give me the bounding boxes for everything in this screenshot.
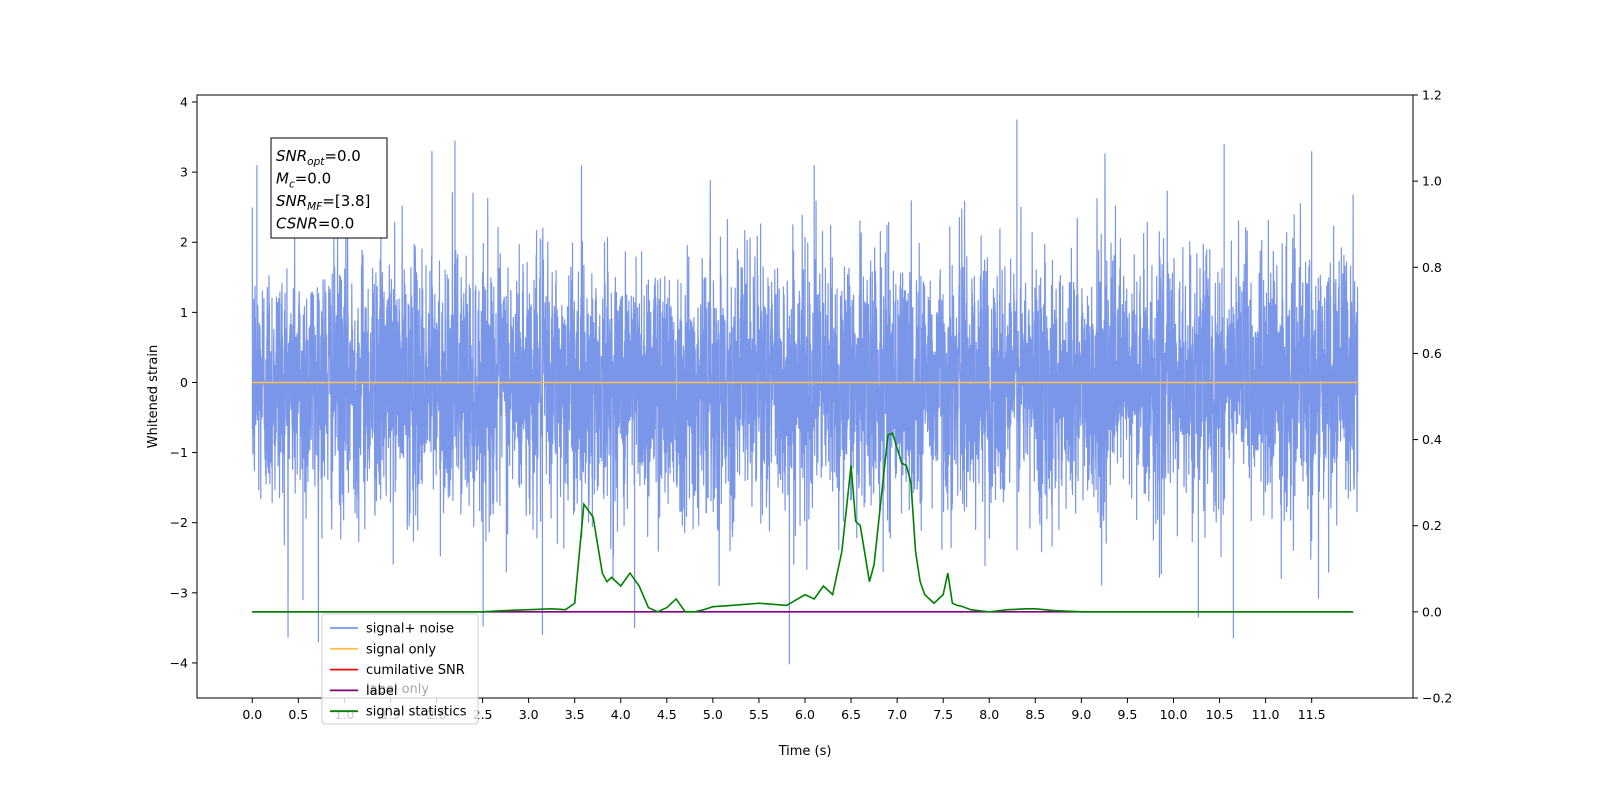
- legend-frame: [321, 613, 479, 725]
- x-tick-label: 7.0: [887, 707, 907, 722]
- plot-area: [251, 119, 1359, 665]
- y-tick-label: 1: [180, 305, 188, 320]
- y2-tick-label: 0.6: [1422, 346, 1442, 361]
- y2-tick-label: 0.0: [1422, 604, 1442, 619]
- y2-tick-label: 0.8: [1422, 260, 1442, 275]
- x-axis-label: Time (s): [778, 744, 832, 759]
- x-tick-label: 9.0: [1071, 707, 1091, 722]
- x-tick-label: 0.5: [288, 707, 308, 722]
- x-tick-label: 6.5: [841, 707, 861, 722]
- y2-tick-label: 0.4: [1422, 432, 1442, 447]
- info-line: Mc=0.0: [276, 170, 331, 191]
- legend-label: cumilative SNR: [366, 663, 465, 678]
- x-tick-label: 4.0: [611, 707, 631, 722]
- info-line: CSNR=0.0: [276, 215, 354, 233]
- y2-tick-label: −0.2: [1422, 691, 1452, 706]
- x-tick-label: 11.5: [1298, 707, 1326, 722]
- series-signal-statistics: [252, 431, 1354, 613]
- legend-label: label: [366, 684, 397, 699]
- x-tick-label: 5.0: [703, 707, 723, 722]
- x-tick-label: 4.5: [657, 707, 677, 722]
- x-tick-label: 10.0: [1160, 707, 1188, 722]
- y-tick-label: −2: [170, 515, 188, 530]
- legend: label only signal+ noise signal only cumila…: [321, 613, 479, 725]
- info-line: SNRopt=0.0: [276, 147, 361, 168]
- info-box-frame: [270, 137, 388, 239]
- y-axis-label: Whitened strain: [146, 345, 161, 448]
- x-tick-label: 10.5: [1206, 707, 1234, 722]
- legend-hidden-label: label only: [366, 682, 429, 697]
- x-tick-label: 8.5: [1025, 707, 1045, 722]
- y2-tick-label: 1.0: [1422, 174, 1442, 189]
- y2-axis-ticks: −0.2 0.0 0.2 0.4 0.6 0.8 1.0 1.2: [1413, 88, 1452, 706]
- y-tick-label: −4: [170, 655, 188, 670]
- x-tick-label: 6.0: [795, 707, 815, 722]
- legend-label: signal statistics: [366, 705, 467, 720]
- y2-tick-label: 1.2: [1422, 88, 1442, 103]
- x-tick-label: 3.5: [565, 707, 585, 722]
- x-tick-label: 0.0: [242, 707, 262, 722]
- x-tick-label: 9.5: [1117, 707, 1137, 722]
- legend-label: signal only: [366, 642, 436, 657]
- legend-label: signal+ noise: [366, 622, 454, 637]
- y-tick-label: 4: [180, 95, 188, 110]
- info-line: SNRMF=[3.8]: [276, 192, 370, 213]
- x-tick-label: 7.5: [933, 707, 953, 722]
- y-tick-label: 0: [180, 375, 188, 390]
- y-axis-ticks: −4 −3 −2 −1 0 1 2 3 4: [170, 95, 197, 670]
- x-tick-label: 11.0: [1252, 707, 1280, 722]
- x-tick-label: 5.5: [749, 707, 769, 722]
- x-tick-label: 8.0: [979, 707, 999, 722]
- y2-tick-label: 0.2: [1422, 518, 1442, 533]
- y-tick-label: −3: [170, 585, 188, 600]
- y-tick-label: −1: [170, 445, 188, 460]
- x-tick-label: 3.0: [519, 707, 539, 722]
- series-signal-plus-noise: [251, 119, 1359, 665]
- y-tick-label: 3: [180, 165, 188, 180]
- y-tick-label: 2: [180, 235, 188, 250]
